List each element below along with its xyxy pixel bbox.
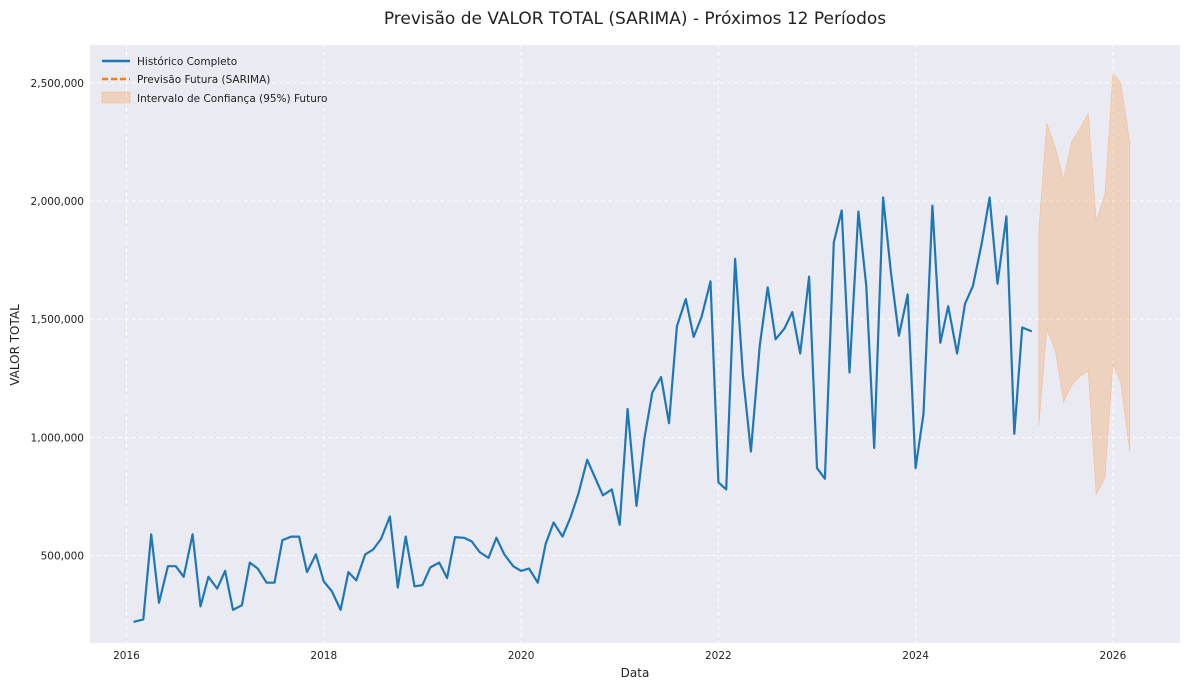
x-axis-ticks: 2016 2018 2020 2022 2024 2026 <box>113 650 1126 662</box>
x-tick-label: 2024 <box>902 650 929 662</box>
x-tick-label: 2022 <box>705 650 732 662</box>
series-layer <box>133 196 1033 623</box>
plot-background <box>90 45 1180 643</box>
y-tick-label: 1,500,000 <box>31 314 84 326</box>
y-tick-label: 2,000,000 <box>31 196 84 208</box>
x-tick-label: 2020 <box>508 650 535 662</box>
y-axis-label: VALOR TOTAL <box>8 304 22 386</box>
legend-label-confidence: Intervalo de Confiança (95%) Futuro <box>137 93 327 105</box>
y-tick-label: 2,500,000 <box>31 78 84 90</box>
y-tick-label: 500,000 <box>41 551 84 563</box>
legend-label-forecast: Previsão Futura (SARIMA) <box>137 74 270 86</box>
x-axis-label: Data <box>621 666 650 680</box>
confidence-interval-band <box>1038 72 1131 496</box>
x-tick-label: 2026 <box>1100 650 1127 662</box>
x-tick-label: 2018 <box>310 650 337 662</box>
historical-series-line <box>133 196 1033 623</box>
confidence-band-layer <box>1038 72 1131 496</box>
y-tick-label: 1,000,000 <box>31 432 84 444</box>
y-axis-ticks: 500,000 1,000,000 1,500,000 2,000,000 2,500,… <box>31 78 84 563</box>
grid-lines <box>90 45 1180 643</box>
legend-swatch-confidence <box>101 91 131 104</box>
legend: Histórico Completo Previsão Futura (SARI… <box>101 56 327 105</box>
legend-label-historical: Histórico Completo <box>137 56 237 68</box>
chart-title: Previsão de VALOR TOTAL (SARIMA) - Próxi… <box>384 9 886 29</box>
x-tick-label: 2016 <box>113 650 140 662</box>
